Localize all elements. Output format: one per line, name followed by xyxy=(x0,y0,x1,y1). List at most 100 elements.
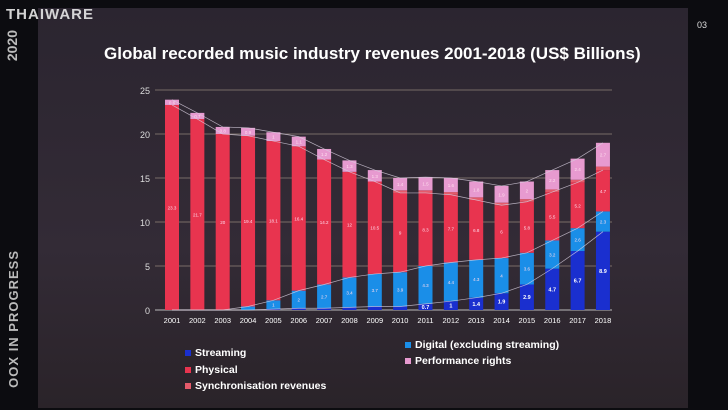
data-label: 6.8 xyxy=(473,228,480,233)
data-label: 1.6 xyxy=(448,183,455,188)
data-label: 7.7 xyxy=(448,227,455,232)
bar-performance xyxy=(545,170,560,190)
connector-line-digital xyxy=(172,211,604,311)
data-label: 20 xyxy=(220,220,226,225)
page-number: 03 xyxy=(697,20,708,30)
chart-title: Global recorded music industry revenues … xyxy=(104,44,641,63)
bar-performance xyxy=(266,132,281,142)
bar-performance xyxy=(393,178,408,191)
bar-digital xyxy=(595,211,610,232)
bar-sync xyxy=(545,189,560,193)
bar-performance xyxy=(342,160,357,172)
data-label: 2.4 xyxy=(574,167,581,172)
data-label: 0.6 xyxy=(169,100,176,105)
bar-streaming xyxy=(418,303,433,310)
data-label: 2.7 xyxy=(321,294,328,299)
bar-performance xyxy=(494,185,509,203)
data-label: 19.4 xyxy=(244,219,253,224)
bar-performance xyxy=(570,158,585,180)
bar-physical xyxy=(241,135,256,307)
bar-digital xyxy=(570,228,585,252)
bar-sync xyxy=(595,166,610,171)
legend-swatch xyxy=(185,367,191,373)
data-label: 0.8 xyxy=(220,128,227,133)
bar-performance xyxy=(367,170,382,182)
bar-sync xyxy=(393,190,408,193)
bar-streaming xyxy=(595,231,610,310)
data-label: 12 xyxy=(347,223,353,228)
data-label: 4.7 xyxy=(600,189,607,194)
data-label: 2.9 xyxy=(523,295,531,301)
bar-digital xyxy=(418,266,433,304)
bar-sync xyxy=(418,190,433,193)
data-label: 6.7 xyxy=(574,279,582,285)
x-tick-label: 2018 xyxy=(595,316,612,325)
x-tick-label: 2014 xyxy=(493,316,510,325)
x-tick-label: 2004 xyxy=(240,316,257,325)
bar-digital xyxy=(393,272,408,307)
data-label: 1.4 xyxy=(397,182,404,187)
bar-performance xyxy=(241,127,256,136)
bar-performance xyxy=(317,148,332,160)
legend-digital: Digital (excluding streaming) xyxy=(405,339,559,351)
x-tick-label: 2008 xyxy=(341,316,358,325)
legend-physical: Physical xyxy=(185,364,238,376)
connector-line-physical xyxy=(171,104,604,206)
data-label: 2.2 xyxy=(549,178,556,183)
bar-streaming xyxy=(266,309,281,310)
x-tick-label: 2016 xyxy=(544,316,561,325)
data-label: 1 xyxy=(272,303,275,308)
x-tick-label: 2003 xyxy=(214,316,231,325)
data-label: 1.2 xyxy=(321,152,328,157)
x-tick-label: 2002 xyxy=(189,316,206,325)
bar-digital xyxy=(545,240,560,269)
bar-sync xyxy=(494,202,509,206)
bar-sync xyxy=(469,197,484,200)
data-label: 1.3 xyxy=(346,164,353,169)
bar-physical xyxy=(570,182,585,229)
bar-sync xyxy=(570,179,585,183)
data-label: 3.9 xyxy=(397,287,404,292)
data-label: 2.7 xyxy=(600,153,607,158)
data-label: 1 xyxy=(449,304,452,310)
x-tick-label: 2005 xyxy=(265,316,282,325)
x-tick-label: 2009 xyxy=(366,316,383,325)
bar-streaming xyxy=(342,307,357,310)
legend-swatch xyxy=(405,342,411,348)
data-label: 1.9 xyxy=(498,300,506,306)
x-tick-label: 2001 xyxy=(164,316,181,325)
x-tick-label: 2015 xyxy=(519,316,536,325)
bar-physical xyxy=(595,170,610,212)
data-label: 14.2 xyxy=(320,220,329,225)
data-label: 0.7 xyxy=(194,114,201,119)
data-label: 4.7 xyxy=(548,287,556,293)
bar-physical xyxy=(469,200,484,260)
data-label: 16.4 xyxy=(294,216,303,221)
data-label: 4.3 xyxy=(422,283,429,288)
bar-physical xyxy=(545,192,560,241)
data-label: 4 xyxy=(500,274,503,279)
x-tick-label: 2013 xyxy=(468,316,485,325)
bar-performance xyxy=(291,136,306,147)
data-label: 3.7 xyxy=(372,288,379,293)
data-label: 0.7 xyxy=(422,305,430,311)
data-label: 0.9 xyxy=(245,130,252,135)
bar-physical xyxy=(291,146,306,291)
bar-digital xyxy=(266,300,281,310)
data-label: 21.7 xyxy=(193,213,202,218)
legend-swatch xyxy=(405,358,411,364)
x-tick-label: 2017 xyxy=(569,316,586,325)
bar-physical xyxy=(215,134,230,310)
data-label: 1.5 xyxy=(422,182,429,187)
bar-digital xyxy=(443,262,458,302)
bar-physical xyxy=(494,205,509,259)
bar-physical xyxy=(393,192,408,273)
data-label: 3.4 xyxy=(346,290,353,295)
connector-line-performance xyxy=(171,99,604,187)
bar-streaming xyxy=(393,306,408,310)
bar-streaming xyxy=(494,293,509,310)
bar-performance xyxy=(519,181,534,200)
y-tick-label: 10 xyxy=(140,218,150,228)
y-tick-label: 25 xyxy=(140,86,150,96)
